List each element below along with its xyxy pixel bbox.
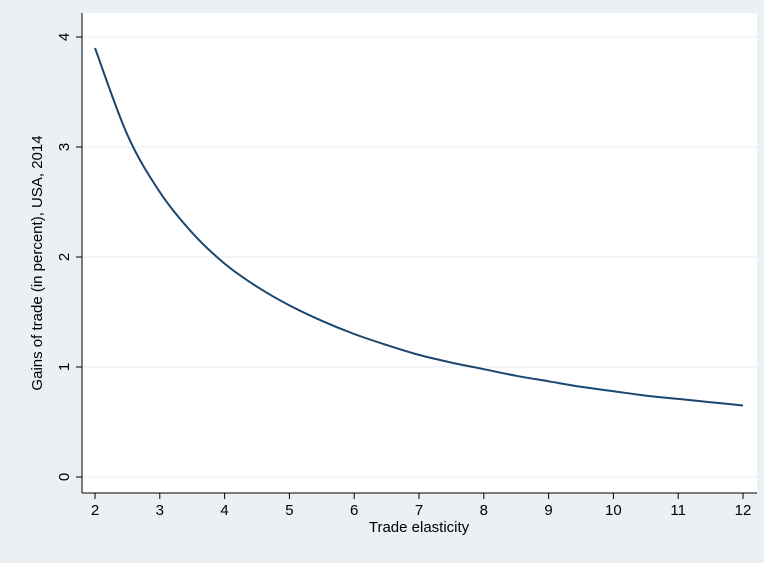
x-tick-label-9: 9 — [544, 502, 552, 519]
y-tick-label-4: 4 — [56, 33, 73, 41]
y-tick-label-3: 3 — [56, 143, 73, 151]
x-axis-ticks: 2 3 4 5 6 7 8 9 10 11 12 — [91, 493, 752, 519]
plot-area — [82, 13, 757, 493]
x-tick-label-11: 11 — [670, 502, 686, 519]
series-line — [94, 47, 744, 407]
x-tick-label-8: 8 — [480, 502, 488, 519]
gridlines — [83, 36, 757, 478]
x-tick-label-12: 12 — [735, 502, 752, 519]
y-axis-title: Gains of trade (in percent), USA, 2014 — [29, 135, 46, 390]
x-tick-label-5: 5 — [285, 502, 293, 519]
x-tick-label-3: 3 — [156, 502, 164, 519]
x-axis-title: Trade elasticity — [369, 519, 470, 536]
y-tick-label-2: 2 — [56, 253, 73, 261]
x-tick-label-6: 6 — [350, 502, 358, 519]
x-tick-label-2: 2 — [91, 502, 99, 519]
x-tick-label-7: 7 — [415, 502, 423, 519]
x-tick-label-4: 4 — [220, 502, 228, 519]
y-axis-ticks: 0 1 2 3 4 — [56, 33, 82, 481]
y-tick-label-1: 1 — [56, 363, 73, 371]
x-tick-label-10: 10 — [605, 502, 622, 519]
y-tick-label-0: 0 — [56, 473, 73, 481]
